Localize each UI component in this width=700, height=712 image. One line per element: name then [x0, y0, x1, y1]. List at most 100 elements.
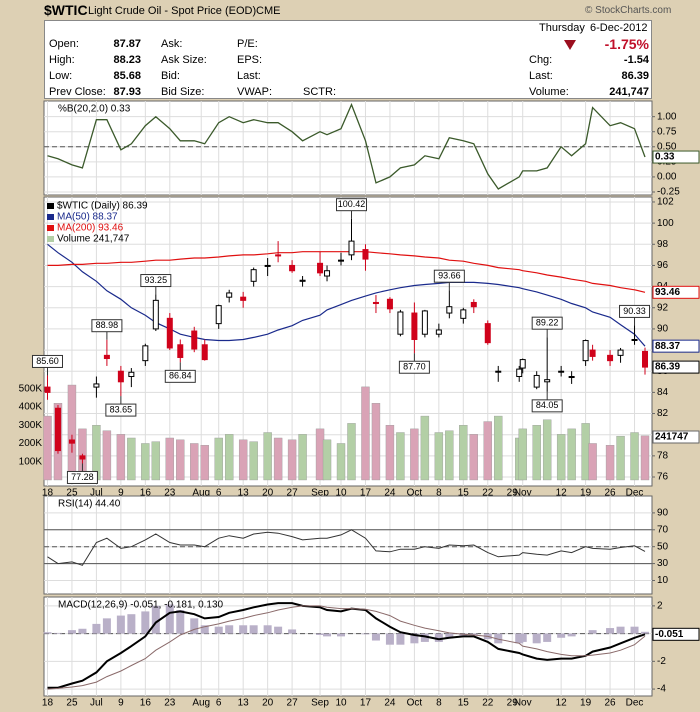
annotation-box: [140, 274, 172, 288]
y-tick-label: 92: [657, 302, 669, 313]
candle-body: [275, 254, 282, 257]
candle-body: [93, 383, 100, 388]
candle-body: [582, 340, 589, 362]
x-tick-label: 19: [580, 698, 592, 709]
histogram-bar: [225, 625, 234, 634]
volume-bar: [556, 434, 566, 481]
histogram-bar: [606, 628, 615, 634]
x-tick-label: Dec: [626, 698, 644, 709]
candle-body: [117, 370, 124, 383]
field-value: 87.87: [113, 38, 141, 50]
legend-swatch: [47, 214, 54, 220]
y-tick-label: 2: [657, 601, 663, 612]
candle-body: [386, 298, 393, 310]
x-tick-label: 10: [335, 698, 347, 709]
value-badge-label: 0.33: [655, 152, 675, 163]
volume-bar: [102, 430, 112, 481]
histogram-bar: [543, 633, 552, 642]
field-label: Ask:: [161, 38, 183, 50]
histogram-bar: [385, 633, 394, 645]
field-value: 85.68: [113, 70, 141, 82]
volume-bar: [200, 445, 209, 481]
annotation-label: 86.84: [169, 371, 192, 381]
y2-tick-label: 400K: [19, 402, 43, 413]
histogram-bar: [371, 633, 380, 641]
histogram-bar: [190, 618, 199, 634]
histogram-bar: [494, 633, 503, 644]
y2-tick-label: 500K: [19, 383, 43, 394]
histogram-bar: [396, 633, 405, 645]
annotation-label: 89.22: [536, 318, 559, 328]
candle-body: [79, 455, 86, 460]
legend-label: $WTIC (Daily) 86.39: [57, 201, 148, 212]
x-tick-label: 29: [507, 488, 519, 499]
histogram-bar: [420, 633, 429, 642]
field-value: 241,747: [609, 86, 649, 98]
candle-body: [264, 264, 271, 267]
annotation-label: 83.65: [110, 404, 133, 414]
candle-body: [166, 317, 173, 349]
x-tick-label: Oct: [407, 488, 423, 499]
field-value: 87.93: [113, 86, 141, 98]
volume-bar: [469, 434, 478, 481]
date: 6-Dec-2012: [590, 22, 648, 34]
candle-body: [191, 330, 198, 350]
candle-body: [607, 354, 614, 362]
x-tick-label: 8: [436, 488, 442, 499]
annotation-box: [335, 198, 367, 212]
volume-bar: [630, 432, 639, 481]
histogram-bar: [102, 618, 111, 634]
x-tick-label: 17: [360, 698, 372, 709]
field-label: Last:: [237, 70, 261, 82]
annotation-label: 100.42: [338, 199, 366, 209]
annotation-box: [619, 304, 651, 318]
histogram-bar: [214, 626, 223, 634]
candle-body: [54, 407, 61, 452]
legend-label: Volume 241,747: [57, 234, 130, 245]
histogram-bar: [630, 626, 639, 634]
y-tick-label: 78: [657, 450, 669, 461]
candle-body: [372, 301, 379, 305]
y-tick-label: -2: [657, 656, 666, 667]
histogram-bar: [616, 626, 625, 634]
value-badge-label: 86.39: [655, 362, 680, 373]
panel-title: RSI(14) 44.40: [58, 499, 121, 510]
histogram-bar: [469, 633, 478, 635]
field-label: Volume:: [529, 86, 569, 98]
y-tick-label: 102: [657, 197, 674, 208]
volume-bar: [238, 439, 248, 481]
volume-bar: [361, 386, 370, 481]
x-tick-label: 17: [360, 488, 372, 499]
annotation-label: 85.60: [36, 356, 59, 366]
candle-body: [544, 379, 551, 383]
field-value: -1.54: [623, 54, 649, 66]
candle-body: [460, 309, 467, 319]
volume-bar: [176, 439, 185, 481]
histogram-bar: [249, 625, 258, 634]
candle-body: [533, 374, 540, 388]
volume-bar: [127, 437, 136, 481]
candle-body: [589, 349, 596, 357]
y-tick-label: 1.00: [657, 111, 677, 122]
y2-tick-label: 300K: [19, 420, 43, 431]
histogram-bar: [176, 610, 185, 634]
annotation-box: [164, 369, 196, 383]
x-tick-label: 22: [482, 698, 494, 709]
field-value: 86.39: [621, 70, 649, 82]
field-label: Ask Size:: [161, 54, 207, 66]
histogram-bar: [53, 632, 62, 634]
candle-body: [289, 264, 296, 272]
x-tick-label: Sep: [311, 488, 329, 499]
field-label: Open:: [49, 38, 79, 50]
candle-body: [317, 262, 324, 274]
candle-body: [226, 292, 233, 298]
x-tick-label: 10: [335, 488, 347, 499]
panel-title: %B(20,2.0) 0.33: [58, 104, 131, 115]
field-label: Chg:: [529, 54, 553, 66]
symbol: $WTIC: [44, 2, 88, 18]
y-tick-label: 30: [657, 558, 669, 569]
value-badge: [652, 627, 700, 641]
field-label: VWAP:: [237, 86, 273, 98]
x-tick-label: 20: [262, 698, 274, 709]
